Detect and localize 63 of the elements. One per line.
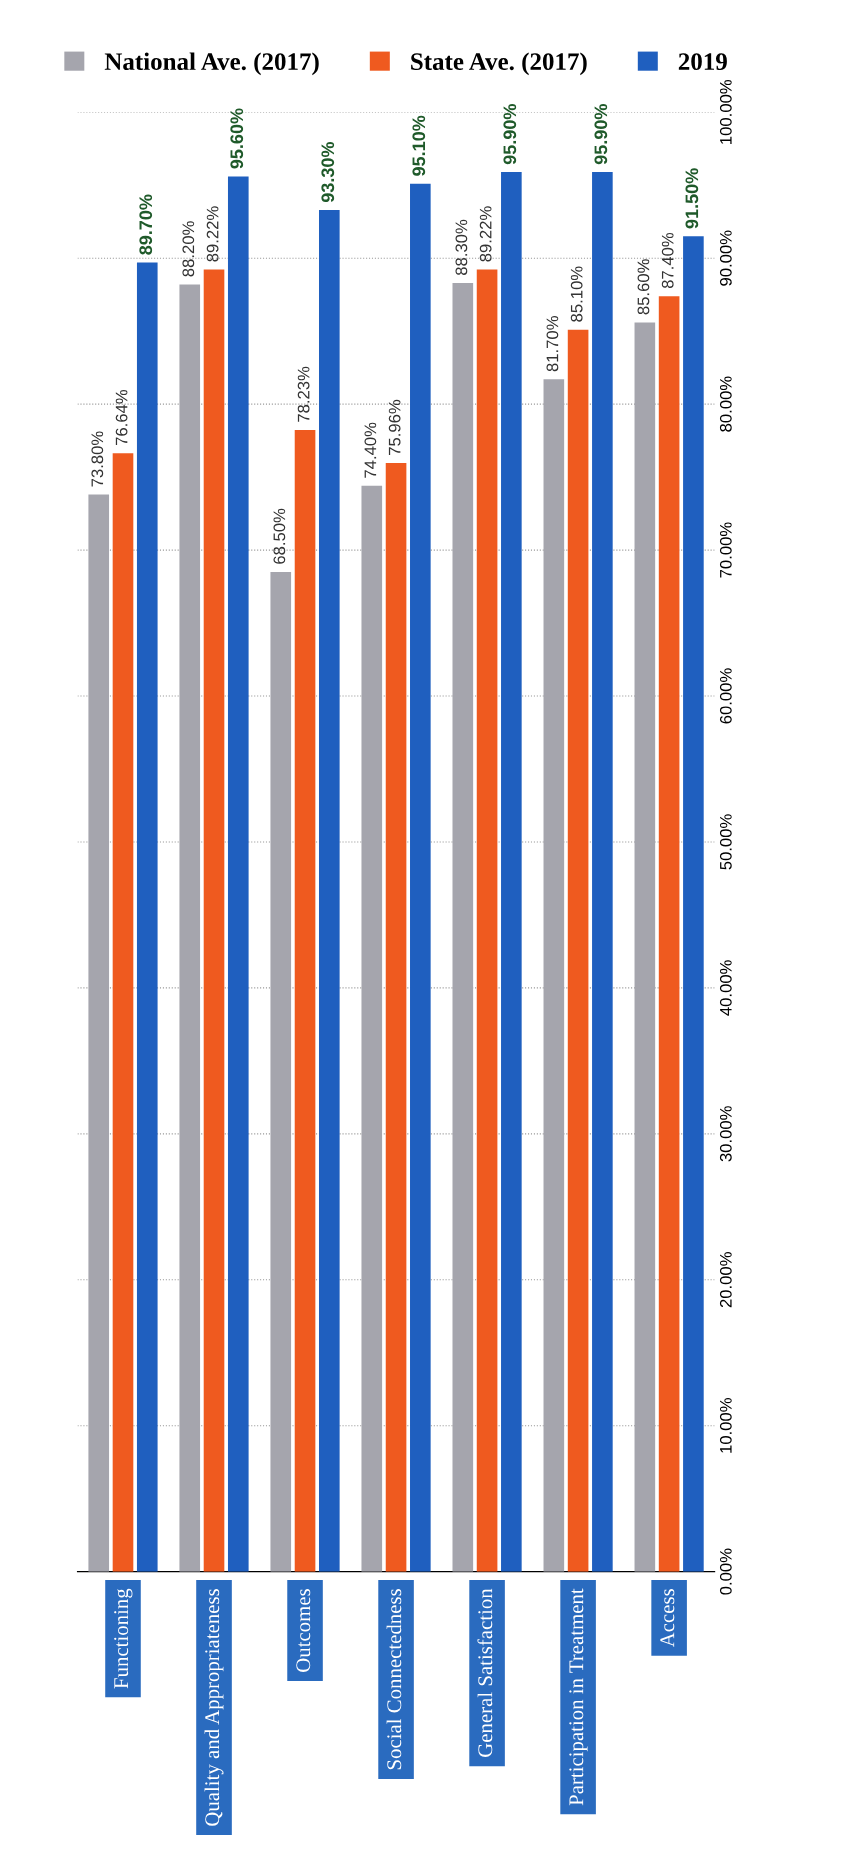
bar <box>136 262 158 1572</box>
y-tick-label: 20.00% <box>719 1252 732 1308</box>
y-tick-label: 10.00% <box>719 1398 732 1453</box>
data-label: 95.90% <box>503 104 517 165</box>
y-tick-label: 30.00% <box>719 1106 732 1162</box>
bar <box>294 429 316 1572</box>
data-label: 88.30% <box>455 219 468 275</box>
x-tick-label: Access <box>660 1589 675 1648</box>
y-tick-label: 80.00% <box>719 376 732 432</box>
y-tick-label: 40.00% <box>719 960 732 1016</box>
bar <box>270 571 292 1572</box>
data-label: 93.30% <box>321 141 335 203</box>
bar <box>319 210 340 1572</box>
bar <box>501 172 522 1572</box>
bar <box>592 172 613 1572</box>
data-label: 95.60% <box>230 108 244 169</box>
bar <box>410 183 431 1572</box>
bar <box>361 485 383 1572</box>
bar <box>227 176 249 1572</box>
data-label: 85.60% <box>637 259 650 315</box>
data-label: 78.23% <box>297 366 310 422</box>
y-tick-label: 100.00% <box>719 79 732 144</box>
legend-label: National Ave. (2017) <box>104 52 319 76</box>
bar <box>203 269 225 1572</box>
data-label: 85.10% <box>570 266 583 322</box>
data-label: 95.10% <box>412 115 426 176</box>
bar <box>88 494 110 1572</box>
x-tick-label: Outcomes <box>296 1589 311 1672</box>
x-tick-label: Functioning <box>114 1588 133 1689</box>
data-label: 68.50% <box>273 508 286 564</box>
bar <box>452 283 474 1572</box>
legend-label: 2019 <box>678 53 727 71</box>
bar <box>543 379 565 1572</box>
y-tick-label: 70.00% <box>719 522 732 578</box>
y-tick-label: 60.00% <box>719 668 732 724</box>
data-label: 81.70% <box>546 316 559 372</box>
bar <box>683 236 704 1572</box>
bar <box>567 329 589 1572</box>
data-label: 95.90% <box>594 104 608 165</box>
data-label: 89.22% <box>206 206 219 262</box>
x-tick-label: Social Connectedness <box>386 1589 402 1770</box>
data-label: 76.64% <box>115 389 128 446</box>
y-tick-label: 0.00% <box>719 1548 732 1595</box>
bar <box>179 284 201 1572</box>
data-label: 89.22% <box>479 206 492 262</box>
legend-label: State Ave. (2017) <box>411 52 587 76</box>
bar <box>634 322 656 1572</box>
bar <box>658 296 680 1572</box>
y-tick-label: 90.00% <box>719 230 732 286</box>
data-label: 74.40% <box>364 422 377 478</box>
data-label: 75.96% <box>388 399 401 455</box>
data-label: 88.20% <box>182 221 195 277</box>
x-tick-label: General Satisfaction <box>477 1588 493 1757</box>
bar <box>385 463 407 1572</box>
y-tick-label: 50.00% <box>719 814 732 870</box>
x-tick-label: Participation in Treatment <box>569 1588 588 1806</box>
bar <box>476 269 498 1572</box>
data-label: 73.80% <box>91 431 104 487</box>
x-tick-label: Quality and Appropriateness <box>204 1589 224 1826</box>
bar <box>112 453 134 1572</box>
data-label: 91.50% <box>685 168 699 229</box>
data-label: 89.70% <box>139 194 153 255</box>
data-label: 87.40% <box>661 232 674 289</box>
